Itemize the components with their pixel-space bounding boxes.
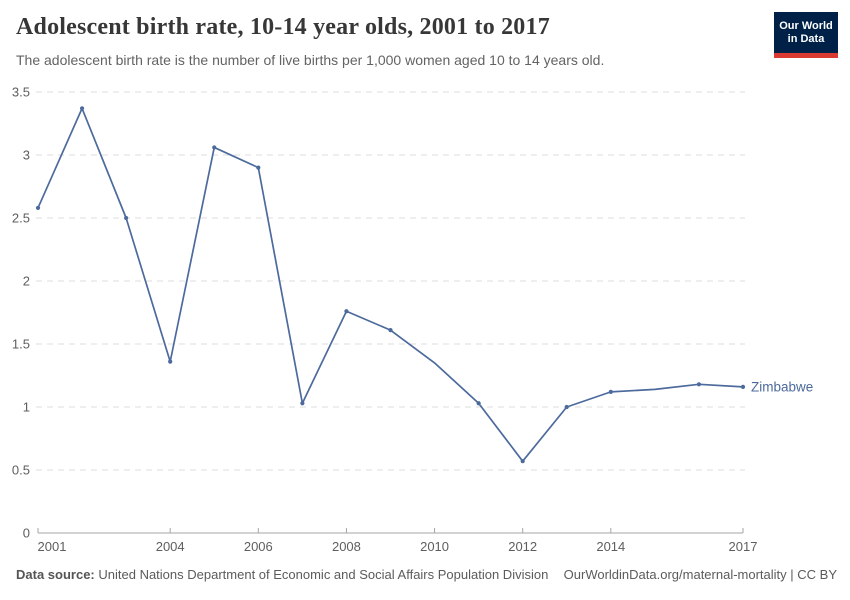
owid-url-link[interactable]: OurWorldinData.org/maternal-mortality | … xyxy=(563,567,837,582)
x-axis-tick-label: 2008 xyxy=(332,539,361,554)
owid-logo-line1: Our World xyxy=(779,19,833,32)
y-axis-tick-label: 3 xyxy=(23,148,30,163)
data-source: Data source: United Nations Department o… xyxy=(16,567,548,582)
y-axis-tick-label: 3.5 xyxy=(12,85,30,100)
x-axis-tick-label: 2012 xyxy=(508,539,537,554)
x-axis-tick-label: 2010 xyxy=(420,539,449,554)
data-point-marker[interactable] xyxy=(256,165,261,170)
data-point-marker[interactable] xyxy=(564,404,569,410)
data-point-marker[interactable] xyxy=(608,389,613,394)
data-point-marker[interactable] xyxy=(740,384,746,389)
owid-logo-text: Our World in Data xyxy=(774,12,838,53)
y-axis-tick-label: 0 xyxy=(23,526,30,541)
owid-logo-line2: in Data xyxy=(787,32,825,45)
data-point-marker[interactable] xyxy=(696,382,702,387)
x-axis-tick-label: 2001 xyxy=(38,539,67,554)
data-point-marker[interactable] xyxy=(212,145,217,150)
data-source-text: United Nations Department of Economic an… xyxy=(98,567,549,582)
x-axis-tick-label: 2017 xyxy=(729,539,758,554)
y-axis-tick-label: 0.5 xyxy=(12,463,30,478)
data-point-marker[interactable] xyxy=(35,205,41,211)
x-axis-tick-label: 2014 xyxy=(596,539,625,554)
y-axis-tick-label: 1 xyxy=(23,400,30,415)
owid-logo-red-bar xyxy=(774,53,838,58)
chart-footer: Data source: United Nations Department o… xyxy=(16,567,837,582)
x-axis-tick-label: 2006 xyxy=(244,539,273,554)
data-point-marker[interactable] xyxy=(520,459,525,464)
data-point-marker[interactable] xyxy=(79,106,85,111)
chart-subtitle: The adolescent birth rate is the number … xyxy=(16,52,605,68)
data-point-marker[interactable] xyxy=(300,401,305,406)
data-point-marker[interactable] xyxy=(124,215,129,221)
owid-logo[interactable]: Our World in Data xyxy=(774,12,838,58)
y-axis-tick-label: 2 xyxy=(23,274,30,289)
series-line xyxy=(37,107,744,463)
x-axis-tick-label: 2004 xyxy=(156,539,185,554)
y-axis-tick-label: 1.5 xyxy=(12,337,30,352)
data-point-marker[interactable] xyxy=(388,328,393,333)
data-source-label: Data source: xyxy=(16,567,95,582)
data-point-marker[interactable] xyxy=(344,309,349,314)
series-end-label[interactable]: Zimbabwe xyxy=(751,379,813,394)
y-axis-tick-label: 2.5 xyxy=(12,211,30,226)
data-point-marker[interactable] xyxy=(168,359,173,364)
page-title: Adolescent birth rate, 10-14 year olds, … xyxy=(16,14,550,40)
data-point-marker[interactable] xyxy=(476,401,481,406)
